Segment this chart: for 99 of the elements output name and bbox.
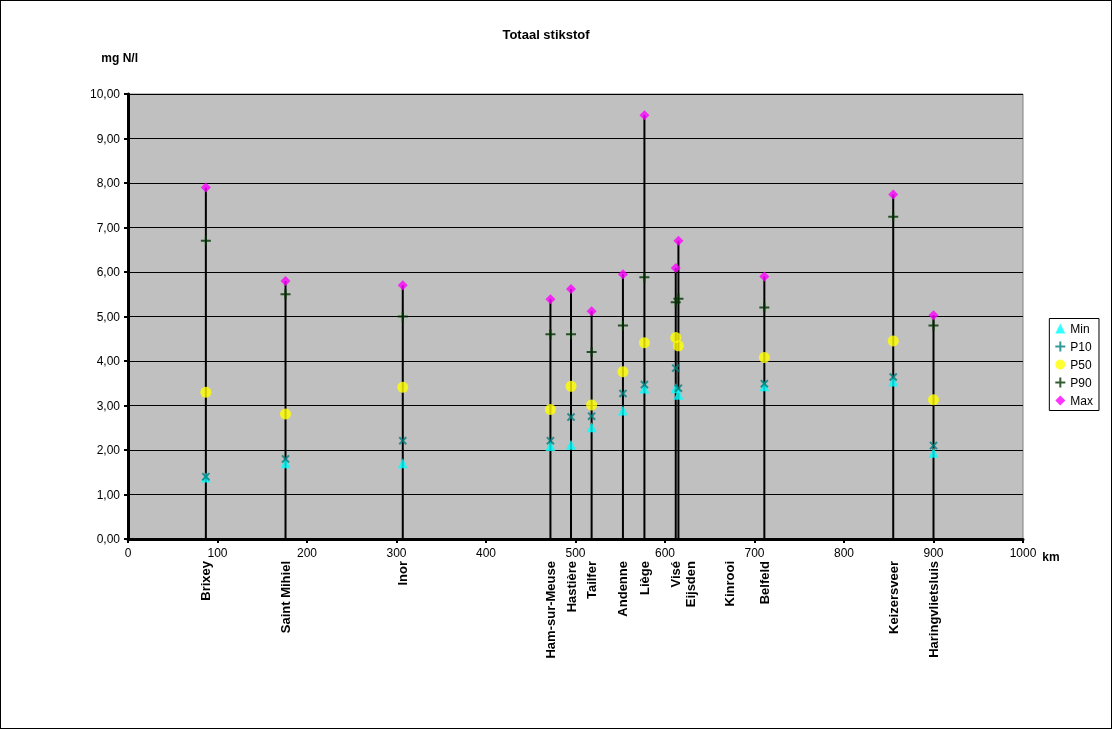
y-tick-label: 5,00	[96, 309, 121, 324]
x-tick-label: 700	[744, 546, 765, 560]
point	[586, 422, 597, 433]
point	[586, 306, 597, 317]
point	[887, 335, 899, 347]
y-tick-label: 9,00	[96, 131, 121, 146]
point	[545, 440, 556, 451]
y-tick-label: 3,00	[96, 398, 121, 413]
y-tick-label: 2,00	[96, 443, 121, 457]
point	[546, 436, 555, 445]
text: Inor	[395, 561, 411, 586]
text: Tailfer	[584, 561, 600, 600]
point	[397, 458, 408, 469]
point	[673, 235, 684, 246]
point	[397, 280, 408, 291]
x-tick-label: 600	[654, 546, 676, 560]
text: Keizersveer	[885, 561, 901, 634]
point	[617, 320, 628, 331]
text: Hastière	[563, 561, 579, 613]
point	[759, 271, 770, 282]
y-tick-label: 6,00	[96, 265, 121, 279]
x-tick-label: 300	[386, 546, 407, 560]
point	[888, 189, 899, 200]
point	[545, 329, 556, 340]
point	[280, 275, 291, 286]
y-tick-label: 10,00	[89, 87, 121, 101]
point	[673, 389, 684, 400]
point	[759, 302, 770, 313]
point	[888, 372, 898, 382]
point	[566, 283, 577, 294]
y-axis-title: mg N/l	[101, 51, 138, 65]
point	[280, 408, 292, 420]
y-tick-label: 8,00	[96, 176, 121, 190]
legend-label: Min	[1070, 321, 1090, 336]
x-tick-label: 400	[475, 546, 497, 560]
text: Visé	[668, 561, 684, 588]
text: Brixey	[198, 560, 214, 601]
text: Haringvlietsluis	[926, 561, 941, 658]
x-tick-label: 500	[565, 546, 586, 560]
x-tick-label: 900	[923, 546, 944, 560]
legend-label: P90	[1070, 375, 1093, 390]
point	[566, 412, 576, 422]
x-tick-label: 0	[124, 546, 132, 560]
point	[280, 458, 291, 469]
text: Belfeld	[756, 560, 772, 605]
y-tick-label: 7,00	[96, 220, 121, 235]
point	[397, 381, 409, 393]
text: Kinrooi	[721, 561, 737, 607]
legend-label: P10	[1070, 339, 1093, 354]
point	[672, 340, 684, 352]
point	[566, 439, 577, 450]
point	[566, 329, 577, 340]
text: Ham-sur-Meuse	[542, 561, 558, 659]
point	[397, 311, 408, 322]
point	[200, 235, 211, 246]
point	[617, 405, 628, 416]
point	[565, 380, 577, 392]
text: Saint Mihiel	[278, 561, 294, 634]
point	[640, 380, 649, 389]
legend-label: Max	[1070, 393, 1093, 408]
point	[617, 269, 628, 280]
point	[928, 320, 939, 331]
x-tick-label: 800	[833, 546, 855, 560]
point	[639, 272, 650, 283]
point	[617, 366, 629, 378]
point	[928, 447, 939, 458]
point	[200, 182, 211, 193]
x-tick-label: 200	[296, 546, 318, 560]
point	[673, 293, 684, 304]
chart-title: Totaal stikstof	[502, 27, 591, 42]
point	[639, 383, 650, 394]
legend-label: P50	[1070, 357, 1093, 372]
text: Andenne	[615, 561, 631, 617]
point	[670, 262, 681, 273]
point	[544, 404, 556, 415]
text: Liège	[636, 561, 652, 595]
point	[888, 211, 899, 222]
point	[929, 441, 938, 450]
point	[760, 379, 769, 388]
x-tick-label: 100	[207, 546, 228, 560]
text: Eijsden	[683, 560, 699, 608]
point	[398, 436, 408, 445]
point	[586, 347, 597, 358]
point	[671, 363, 680, 373]
point	[639, 110, 650, 121]
point	[758, 351, 770, 363]
x-tick-label: 1000	[1009, 546, 1037, 560]
point	[638, 337, 650, 349]
point	[928, 310, 939, 321]
point	[200, 386, 212, 398]
point	[280, 289, 291, 300]
y-tick-label: 1,00	[96, 487, 121, 502]
point	[928, 394, 939, 406]
y-tick-label: 4,00	[96, 354, 121, 368]
point	[545, 294, 556, 305]
point	[586, 399, 598, 411]
y-tick-label: 0,00	[96, 532, 121, 546]
x-axis-title: km	[1042, 550, 1060, 564]
point	[281, 454, 290, 464]
